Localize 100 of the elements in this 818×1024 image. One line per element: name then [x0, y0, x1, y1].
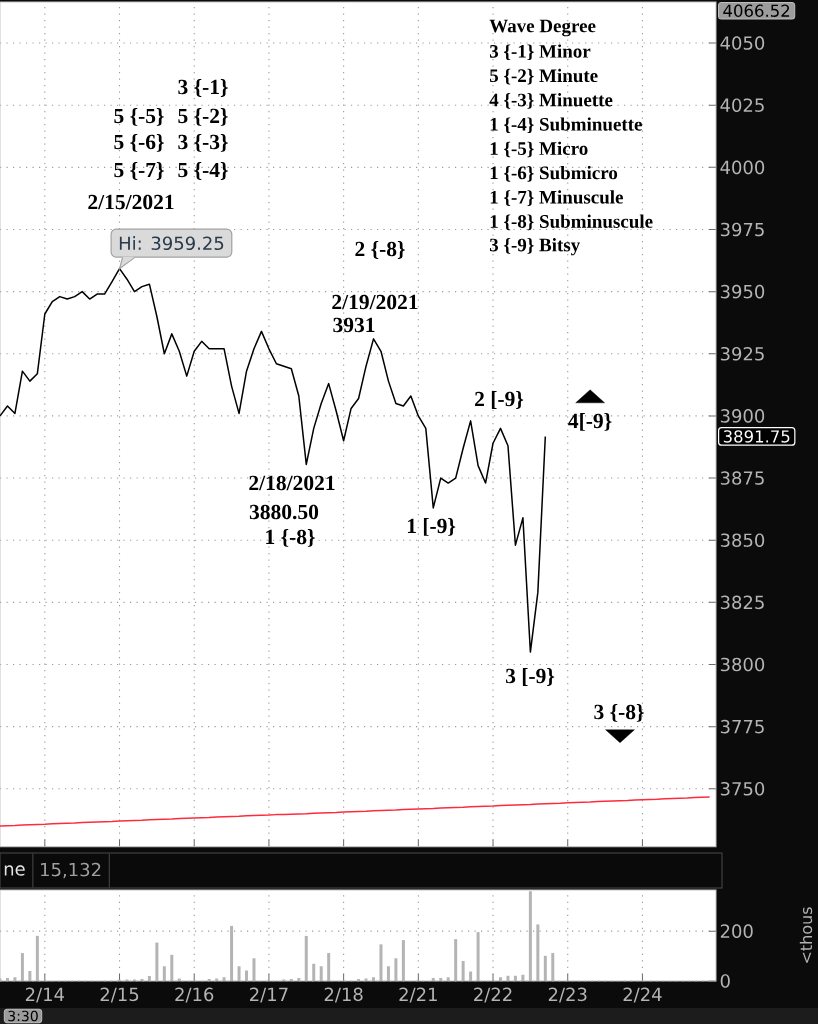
bar [155, 942, 159, 981]
annotation: 3880.50 [249, 504, 319, 520]
y-axis-title: <thous [799, 907, 813, 963]
annotation: 3 {-8} [594, 704, 644, 722]
bar [5, 978, 9, 981]
annotation: Wave Degree [489, 19, 596, 37]
bar [476, 932, 480, 981]
annotation: 2 {-8} [355, 241, 405, 259]
annotation: 5 {-6} [114, 134, 164, 152]
y-tick-label: 3825 [720, 595, 764, 610]
annotation: 1 [-9} [407, 518, 456, 536]
y-tick-label: 3925 [720, 346, 764, 361]
annotation: 2/19/2021 [332, 294, 418, 310]
bar [536, 924, 540, 981]
bar [454, 939, 458, 981]
annotation: 1 {-6} Submicro [490, 165, 618, 182]
bar [177, 978, 181, 981]
annotation: 5 {-2} [178, 108, 228, 126]
bar [312, 963, 316, 981]
bar [28, 971, 32, 981]
annotation: 2 [-9} [475, 391, 524, 409]
y-tick-label: 3750 [720, 781, 765, 796]
annotation: 3 {-3} [178, 134, 228, 152]
bar [431, 978, 435, 981]
x-tick-label: 2/24 [623, 987, 662, 1003]
chart-title: ne [4, 865, 25, 876]
bar [461, 961, 465, 981]
annotation: 3 [-9} [505, 668, 555, 686]
annotation: 2/15/2021 [88, 194, 174, 210]
bar [252, 958, 256, 981]
y-tick-label: 4025 [720, 98, 764, 112]
x-tick-label: 2/18 [324, 987, 363, 1003]
bar [439, 978, 443, 981]
bar [20, 953, 24, 981]
y-tick-label: 3775 [720, 719, 764, 734]
x-tick-label: 2/21 [399, 987, 437, 1003]
bar [297, 978, 301, 981]
text: 15,132 [41, 862, 101, 879]
bar [230, 925, 234, 981]
annotation: 4 {-3} Minuette [489, 93, 613, 109]
annotation: 2/18/2021 [249, 475, 335, 491]
annotation: 3 {-1} Minor [489, 44, 591, 61]
x-tick-label: 2/23 [548, 987, 587, 1003]
bar [162, 966, 166, 981]
bar [401, 940, 405, 981]
bar [170, 954, 174, 981]
bar [13, 977, 17, 981]
text: 3891.75 [723, 430, 790, 443]
y-tick-label: 0 [720, 974, 730, 988]
bar [327, 953, 331, 981]
y-tick-label: 3875 [720, 471, 764, 485]
bar [364, 978, 368, 981]
text: 3:30 [8, 1010, 38, 1022]
bar [237, 966, 241, 981]
bar [506, 975, 510, 981]
annotation: 3931 [333, 317, 375, 333]
bar [394, 958, 398, 981]
y-tick-label: 4050 [720, 36, 765, 50]
x-tick-label: 2/17 [250, 987, 288, 1003]
annotation: 4[-9} [568, 413, 612, 431]
annotation: 5 {-4} [178, 162, 228, 180]
x-tick-label: 2/15 [100, 987, 139, 1003]
annotation: 3 {-9} Bitsy [489, 238, 581, 256]
bar [304, 935, 308, 981]
y-tick-label: 200 [720, 924, 753, 938]
bar [513, 975, 517, 981]
y-tick-label: 4000 [720, 160, 765, 175]
y-tick-label: 3950 [720, 284, 765, 299]
annotation: 1 {-4} Subminuette [490, 117, 642, 134]
annotation: 1 {-5} Micro [490, 141, 588, 158]
y-tick-label: 3850 [720, 533, 765, 547]
bar [543, 955, 547, 981]
bar [147, 976, 151, 981]
annotation: 5 {-2} Minute [489, 68, 598, 85]
bar [386, 966, 390, 981]
annotation: 3 {-1} [178, 79, 228, 97]
y-tick-label: 3900 [720, 409, 765, 423]
data-label: Hi: 3959.25 [119, 236, 224, 251]
y-tick-label: 3800 [720, 657, 765, 672]
x-tick-label: 2/22 [474, 987, 512, 1003]
bar [379, 944, 383, 981]
bar [372, 977, 376, 981]
y-tick-label: 3975 [720, 222, 764, 237]
bar [521, 974, 525, 981]
text: 4066.52 [723, 4, 790, 17]
bar [215, 978, 219, 981]
bar [551, 953, 555, 981]
bar [245, 970, 249, 981]
bar [222, 977, 226, 981]
bar [35, 935, 39, 981]
bar [0, 978, 2, 981]
annotation: 1 {-8} Subminuscule [490, 214, 653, 231]
annotation: 1 {-8} [266, 529, 315, 547]
annotation: 5 {-5} [114, 108, 164, 126]
bar [319, 966, 323, 981]
x-tick-label: 2/14 [25, 987, 65, 1003]
bar [528, 891, 532, 981]
annotation: 1 {-7} Minuscule [490, 190, 623, 206]
annotation: 5 {-7} [114, 162, 164, 180]
bar [446, 977, 450, 981]
